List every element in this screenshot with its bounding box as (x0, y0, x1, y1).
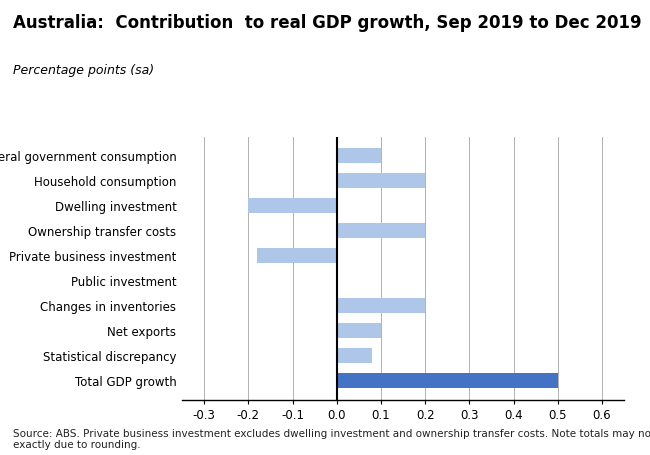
Bar (337, 324, 381, 339)
Bar (337, 349, 372, 364)
Bar (337, 173, 425, 188)
Text: Australia:  Contribution  to real GDP growth, Sep 2019 to Dec 2019: Australia: Contribution to real GDP grow… (13, 14, 642, 32)
Bar (248, 198, 337, 213)
Bar (337, 374, 558, 389)
Bar (257, 248, 337, 263)
Text: Source: ABS. Private business investment excludes dwelling investment and owners: Source: ABS. Private business investment… (13, 429, 650, 450)
Text: Percentage points (sa): Percentage points (sa) (13, 64, 154, 77)
Bar (337, 223, 425, 238)
Bar (337, 298, 425, 313)
Bar (337, 148, 381, 163)
